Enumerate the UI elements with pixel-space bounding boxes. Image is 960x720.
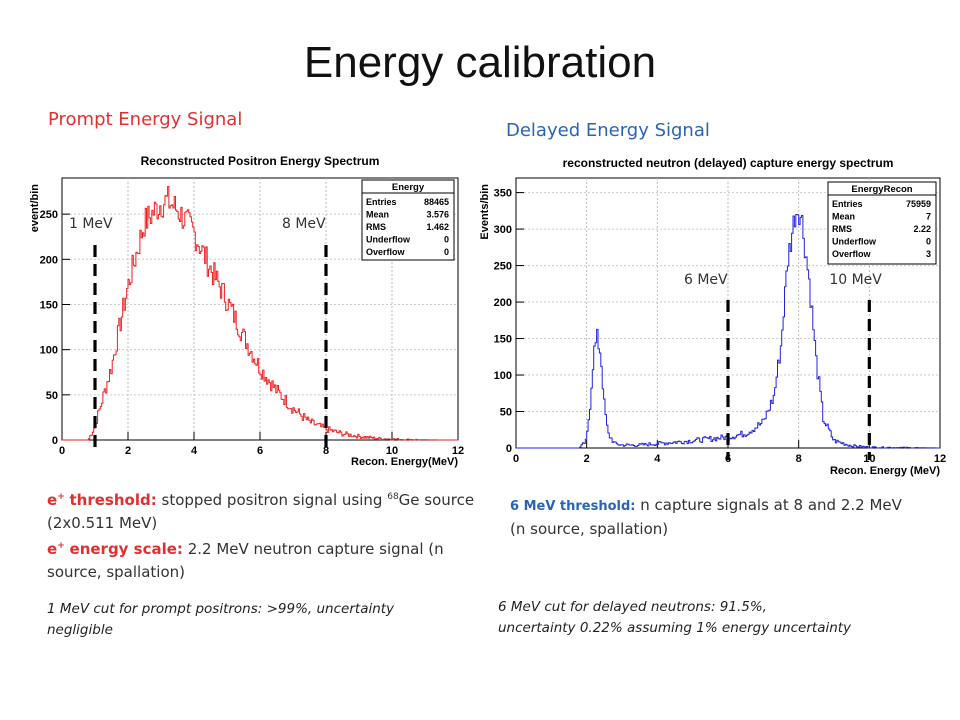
chart-title: Reconstructed Positron Energy Spectrum — [141, 154, 380, 168]
y-tick-label: 250 — [40, 209, 58, 221]
chart-title: reconstructed neutron (delayed) capture … — [563, 156, 894, 170]
stats-key: Mean — [366, 210, 389, 220]
x-tick-label: 12 — [934, 453, 946, 465]
x-axis-label: Recon. Energy (MeV) — [830, 465, 940, 477]
threshold-label: threshold: — [69, 491, 157, 509]
y-tick-label: 300 — [494, 224, 512, 236]
stats-key: Entries — [366, 197, 397, 207]
stats-name: EnergyRecon — [851, 184, 912, 195]
slide-title: Energy calibration — [303, 38, 657, 87]
stats-box — [827, 181, 937, 265]
stats-value: 0 — [444, 247, 449, 257]
delayed-threshold-text: n capture signals at 8 and 2.2 MeV (n so… — [510, 496, 902, 538]
stats-value: 2.22 — [913, 224, 931, 234]
histogram-series — [516, 214, 940, 449]
y-tick-label: 150 — [494, 334, 512, 346]
y-tick-label: 0 — [506, 443, 512, 455]
y-tick-label: 200 — [494, 297, 512, 309]
y-tick-label: 0 — [52, 435, 58, 447]
delayed-description: 6 MeV threshold: n capture signals at 8 … — [510, 494, 920, 541]
energy-scale-text: 2.2 MeV neutron capture signal (n source… — [47, 540, 444, 581]
stats-value: 0 — [444, 235, 449, 245]
y-axis-label: event/bin — [29, 184, 41, 233]
y-tick-label: 100 — [40, 345, 58, 357]
prompt-cut-note: 1 MeV cut for prompt positrons: >99%, un… — [47, 601, 395, 638]
stats-key: Underflow — [832, 237, 877, 247]
prompt-signal-label: Prompt Energy Signal — [48, 109, 243, 130]
x-tick-label: 0 — [59, 445, 65, 457]
ge-mass-number: 68 — [387, 492, 399, 502]
threshold-text: stopped positron signal using — [156, 491, 388, 509]
stats-key: Overflow — [366, 247, 406, 257]
x-tick-label: 4 — [191, 445, 198, 457]
prompt-description: e+ threshold: stopped positron signal us… — [47, 486, 487, 584]
stats-key: Underflow — [366, 235, 411, 245]
ge-source-text: Ge source (2x0.511 MeV) — [47, 491, 475, 532]
x-tick-label: 12 — [452, 445, 464, 457]
x-tick-label: 8 — [323, 445, 329, 457]
y-tick-label: 350 — [494, 188, 512, 200]
y-tick-label: 50 — [500, 407, 512, 419]
stats-name: Energy — [392, 182, 425, 193]
x-tick-label: 10 — [386, 445, 398, 457]
x-tick-label: 0 — [513, 453, 519, 465]
cut-label: 6 MeV — [684, 272, 728, 288]
x-axis-label: Recon. Energy(MeV) — [351, 456, 458, 468]
histogram-series — [62, 186, 458, 441]
stats-value: 1.462 — [426, 222, 449, 232]
stats-value: 88465 — [424, 197, 449, 207]
stats-key: Mean — [832, 212, 855, 222]
y-tick-label: 150 — [40, 299, 58, 311]
stats-value: 0 — [926, 237, 931, 247]
y-axis-label: Events/bin — [479, 184, 491, 240]
delayed-signal-label: Delayed Energy Signal — [506, 120, 710, 141]
y-tick-label: 50 — [46, 390, 58, 402]
stats-key: Overflow — [832, 249, 872, 259]
x-tick-label: 8 — [796, 453, 802, 465]
positron-symbol: e — [47, 491, 58, 509]
x-tick-label: 6 — [257, 445, 263, 457]
positron-sup: + — [57, 492, 65, 502]
cut-label: 8 MeV — [282, 216, 326, 232]
x-tick-label: 2 — [584, 453, 590, 465]
stats-key: RMS — [832, 224, 852, 234]
delayed-cut-note: 6 MeV cut for delayed neutrons: 91.5%, u… — [498, 597, 918, 639]
cut-label: 1 MeV — [69, 216, 113, 232]
stats-value: 3.576 — [426, 210, 449, 220]
stats-key: RMS — [366, 222, 386, 232]
energy-scale-label: energy scale: — [69, 540, 183, 558]
x-tick-label: 4 — [654, 453, 661, 465]
stats-value: 7 — [926, 212, 931, 222]
stats-key: Entries — [832, 199, 863, 209]
delayed-threshold-label: 6 MeV threshold: — [510, 499, 636, 514]
delayed-cut-line1: 6 MeV cut for delayed neutrons: 91.5%, — [498, 599, 767, 615]
y-tick-label: 250 — [494, 261, 512, 273]
positron-symbol-2: e — [47, 540, 58, 558]
positron-sup-2: + — [57, 541, 65, 551]
stats-value: 75959 — [906, 199, 931, 209]
x-tick-label: 2 — [125, 445, 131, 457]
delayed-cut-line2: uncertainty 0.22% assuming 1% energy unc… — [498, 620, 852, 636]
cut-label: 10 MeV — [829, 272, 882, 288]
y-tick-label: 200 — [40, 254, 58, 266]
y-tick-label: 100 — [494, 370, 512, 382]
stats-value: 3 — [926, 249, 931, 259]
